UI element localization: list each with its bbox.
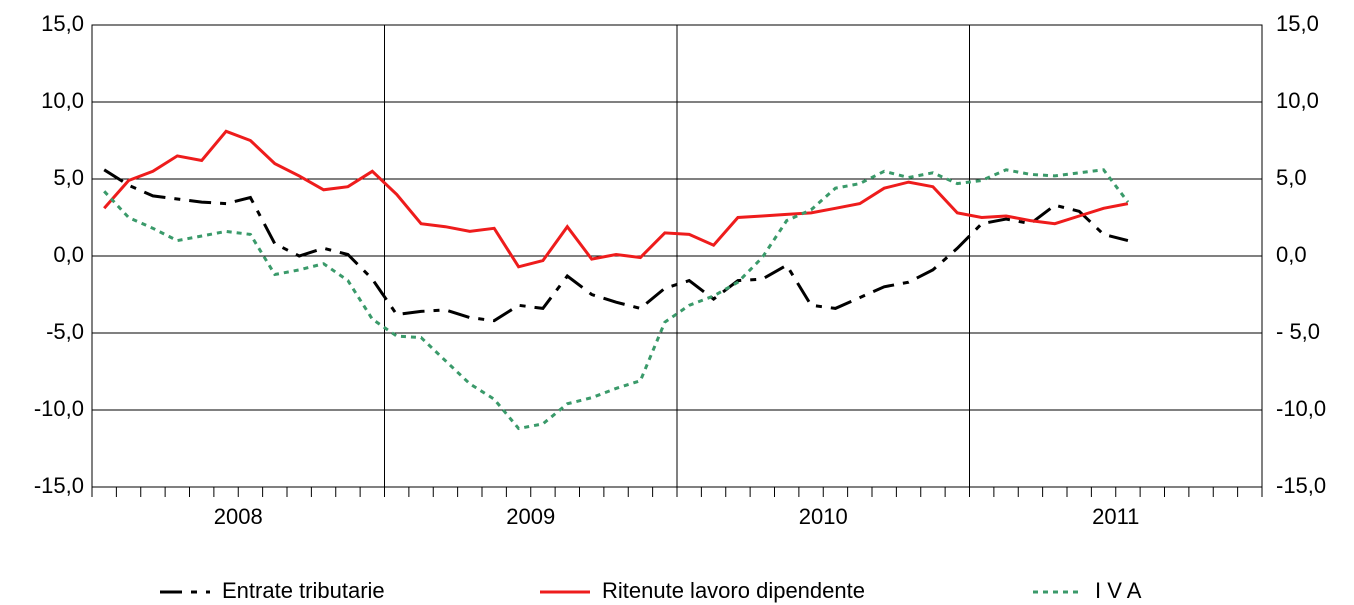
y-tick-label: -10,0 — [34, 396, 84, 421]
y2-tick-label: 10,0 — [1276, 88, 1319, 113]
y-tick-label: -5,0 — [46, 319, 84, 344]
y2-tick-label: 5,0 — [1276, 165, 1307, 190]
y-tick-label: 10,0 — [41, 88, 84, 113]
x-group-label: 2010 — [799, 504, 848, 529]
legend-label: Ritenute lavoro dipendente — [602, 578, 865, 603]
series-line — [103, 168, 1130, 431]
legend-label: I V A — [1095, 578, 1142, 603]
y-tick-label: 0,0 — [53, 242, 84, 267]
y2-tick-label: 15,0 — [1276, 11, 1319, 36]
series-line — [103, 168, 1129, 323]
legend-label: Entrate tributarie — [222, 578, 385, 603]
series-line — [103, 129, 1129, 269]
x-group-label: 2011 — [1092, 504, 1139, 529]
y-tick-label: 15,0 — [41, 11, 84, 36]
y-tick-label: -15,0 — [34, 473, 84, 498]
y2-tick-label: -15,0 — [1276, 473, 1326, 498]
y2-tick-label: -10,0 — [1276, 396, 1326, 421]
y2-tick-label: 0,0 — [1276, 242, 1307, 267]
x-group-label: 2008 — [214, 504, 263, 529]
y-tick-label: 5,0 — [53, 165, 84, 190]
x-group-label: 2009 — [506, 504, 555, 529]
plot-frame — [91, 24, 1263, 488]
y2-tick-label: - 5,0 — [1276, 319, 1320, 344]
